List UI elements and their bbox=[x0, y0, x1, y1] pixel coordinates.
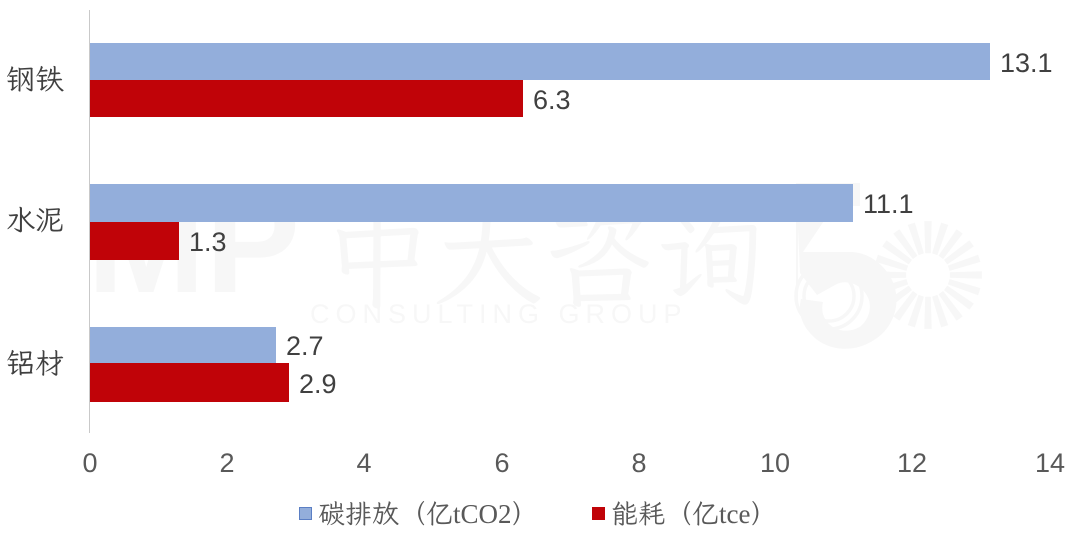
svg-text:CONSULTING GROUP: CONSULTING GROUP bbox=[310, 299, 688, 329]
